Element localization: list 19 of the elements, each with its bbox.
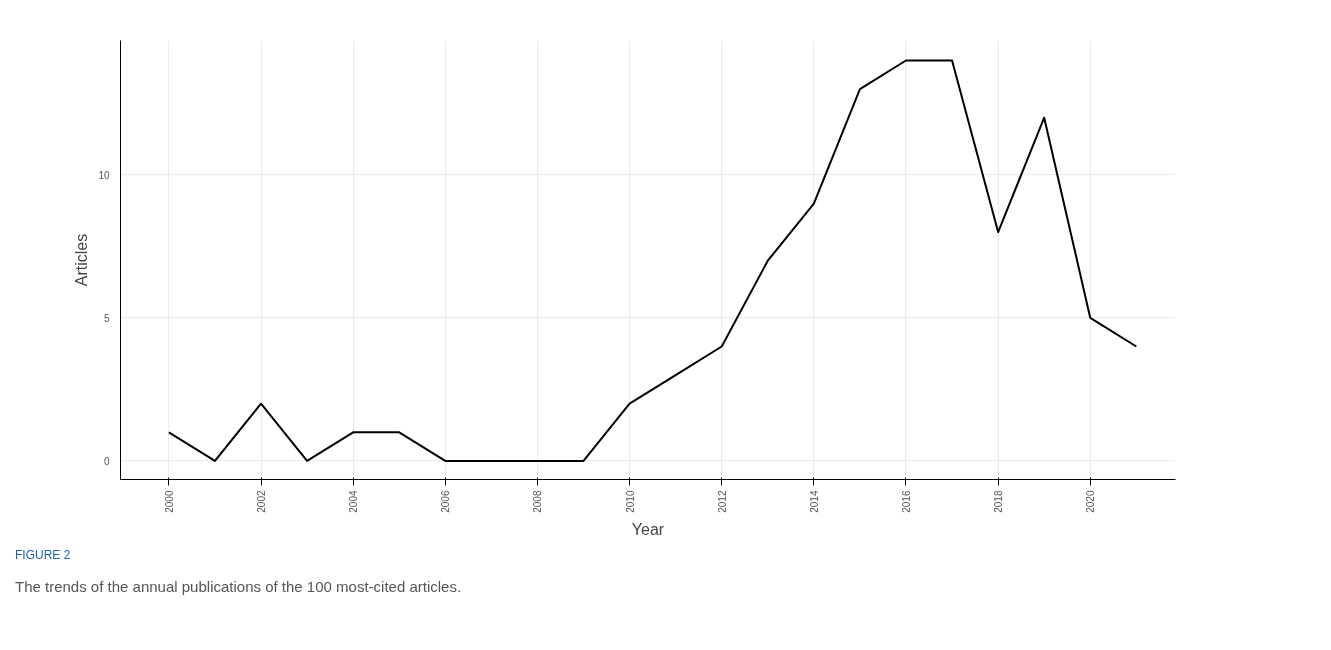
x-tick-label: 2004	[348, 490, 360, 513]
x-tick-label: 2008	[532, 490, 544, 513]
x-tick-label: 2000	[163, 490, 175, 513]
x-tick-label: 2010	[624, 490, 636, 513]
y-tick-label: 10	[98, 169, 110, 181]
x-tick-label: 2006	[440, 490, 452, 513]
y-axis-title: Articles	[73, 233, 91, 287]
x-tick-label: 2012	[716, 490, 728, 513]
x-tick-label: 2014	[808, 490, 820, 513]
y-tick-label: 5	[103, 312, 110, 324]
x-axis-title: Year	[631, 520, 665, 538]
x-tick-label: 2018	[993, 490, 1005, 513]
x-tick-label: 2020	[1085, 490, 1097, 513]
text: The trends of the annual publications of the 100 most-cited articles.	[15, 577, 462, 598]
caption: FIGURE 2	[15, 547, 71, 564]
x-tick-label: 2002	[256, 490, 268, 513]
x-tick-label: 2016	[900, 490, 912, 513]
line-series	[167, 59, 1138, 462]
y-tick-label: 0	[103, 455, 110, 467]
